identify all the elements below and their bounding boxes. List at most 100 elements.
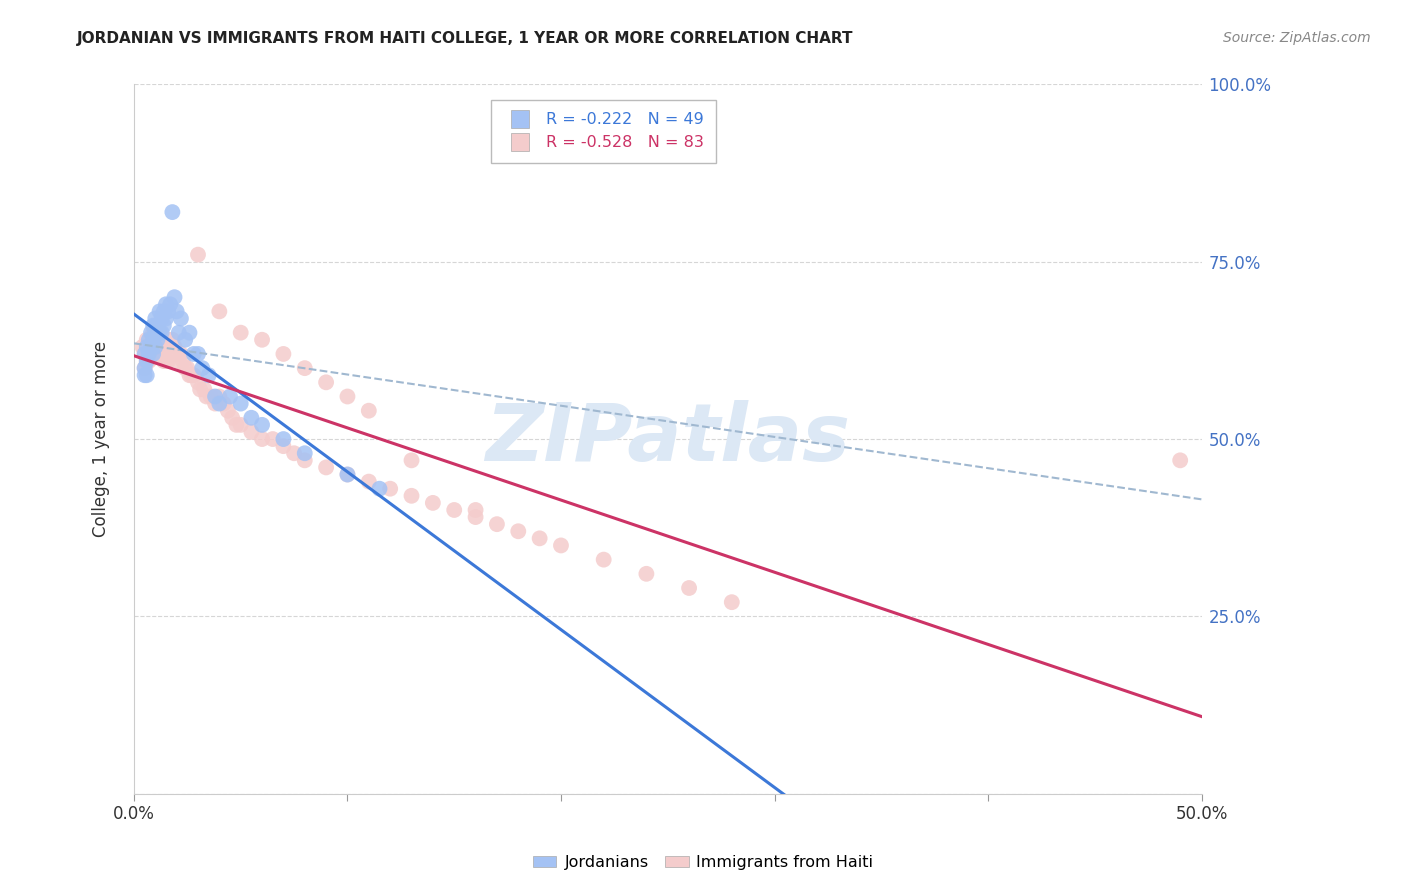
- Point: [150, 326, 173, 340]
- Legend: R = -0.222   N = 49, R = -0.528   N = 83: R = -0.222 N = 49, R = -0.528 N = 83: [491, 100, 716, 163]
- Point: [174, 333, 197, 347]
- Point: [162, 333, 184, 347]
- Point: [219, 390, 242, 404]
- Point: [139, 326, 162, 340]
- Point: [143, 326, 166, 340]
- Point: [464, 510, 486, 524]
- Point: [153, 354, 176, 368]
- Point: [212, 396, 235, 410]
- Point: [148, 347, 170, 361]
- Y-axis label: College, 1 year or more: College, 1 year or more: [93, 341, 110, 537]
- Point: [150, 347, 173, 361]
- Point: [146, 318, 169, 333]
- Point: [142, 318, 165, 333]
- Point: [142, 326, 165, 340]
- Point: [148, 304, 170, 318]
- Point: [187, 247, 209, 261]
- Point: [250, 432, 273, 446]
- Point: [208, 396, 231, 410]
- Point: [336, 467, 359, 482]
- Point: [150, 333, 173, 347]
- Point: [153, 318, 176, 333]
- Point: [262, 432, 284, 446]
- Point: [229, 396, 252, 410]
- Point: [134, 347, 156, 361]
- Point: [138, 354, 160, 368]
- Point: [250, 417, 273, 432]
- Point: [636, 566, 658, 581]
- Point: [155, 311, 177, 326]
- Point: [166, 304, 188, 318]
- Point: [401, 489, 423, 503]
- Point: [529, 532, 551, 546]
- Point: [273, 432, 295, 446]
- Point: [368, 482, 391, 496]
- Point: [148, 326, 170, 340]
- Point: [146, 347, 169, 361]
- Point: [143, 340, 166, 354]
- Point: [170, 347, 193, 361]
- Point: [142, 333, 165, 347]
- Point: [179, 368, 201, 383]
- Point: [138, 333, 160, 347]
- Point: [187, 347, 209, 361]
- Point: [422, 496, 444, 510]
- Point: [273, 439, 295, 453]
- Point: [139, 340, 162, 354]
- Point: [167, 326, 190, 340]
- Point: [163, 290, 186, 304]
- Point: [153, 304, 176, 318]
- Legend: Jordanians, Immigrants from Haiti: Jordanians, Immigrants from Haiti: [526, 849, 880, 877]
- Point: [157, 304, 180, 318]
- Point: [200, 390, 222, 404]
- Point: [143, 340, 166, 354]
- Point: [135, 368, 157, 383]
- Point: [172, 354, 194, 368]
- Point: [197, 368, 219, 383]
- Point: [380, 482, 402, 496]
- Point: [157, 354, 180, 368]
- Point: [443, 503, 465, 517]
- Point: [1168, 453, 1191, 467]
- Point: [135, 354, 157, 368]
- Point: [159, 297, 181, 311]
- Point: [204, 390, 226, 404]
- Point: [550, 538, 572, 552]
- Text: Source: ZipAtlas.com: Source: ZipAtlas.com: [1223, 31, 1371, 45]
- Point: [357, 403, 380, 417]
- Point: [678, 581, 700, 595]
- Point: [162, 205, 184, 219]
- Point: [208, 304, 231, 318]
- Point: [315, 460, 337, 475]
- Point: [720, 595, 742, 609]
- Point: [240, 410, 263, 425]
- Point: [134, 368, 156, 383]
- Point: [138, 347, 160, 361]
- Point: [240, 425, 263, 439]
- Point: [336, 467, 359, 482]
- Point: [153, 333, 176, 347]
- Point: [336, 390, 359, 404]
- Point: [208, 390, 231, 404]
- Point: [176, 361, 198, 376]
- Text: ZIPatlas: ZIPatlas: [485, 400, 851, 478]
- Point: [221, 410, 243, 425]
- Point: [150, 311, 173, 326]
- Text: JORDANIAN VS IMMIGRANTS FROM HAITI COLLEGE, 1 YEAR OR MORE CORRELATION CHART: JORDANIAN VS IMMIGRANTS FROM HAITI COLLE…: [77, 31, 853, 46]
- Point: [179, 326, 201, 340]
- Point: [159, 340, 181, 354]
- Point: [315, 376, 337, 390]
- Point: [283, 446, 305, 460]
- Point: [155, 354, 177, 368]
- Point: [508, 524, 530, 539]
- Point: [401, 453, 423, 467]
- Point: [170, 311, 193, 326]
- Point: [357, 475, 380, 489]
- Point: [163, 340, 186, 354]
- Point: [464, 503, 486, 517]
- Point: [143, 326, 166, 340]
- Point: [134, 361, 156, 376]
- Point: [167, 354, 190, 368]
- Point: [217, 403, 239, 417]
- Point: [195, 390, 218, 404]
